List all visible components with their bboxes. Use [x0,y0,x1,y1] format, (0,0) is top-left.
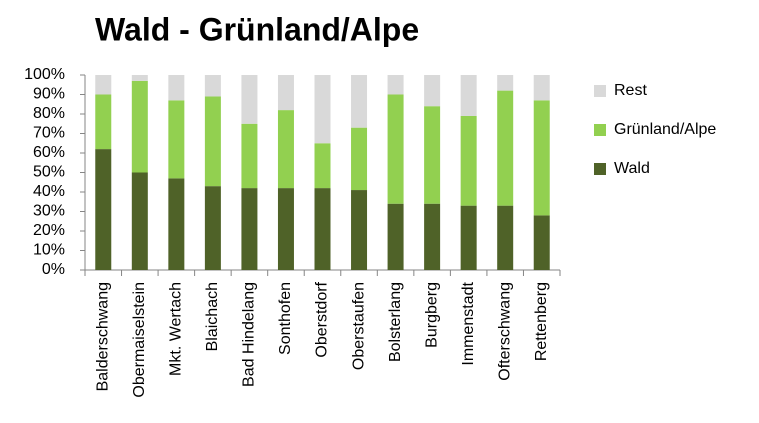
bar-segment [351,127,368,191]
chart-title: Wald - Grünland/Alpe [95,11,419,47]
y-tick-label: 30% [33,203,65,220]
bar-segment [204,186,221,270]
x-tick-label: Bolsterlang [387,282,404,362]
bar-segment [95,75,112,95]
bar-segment [241,188,258,270]
bar-segment [387,203,404,270]
y-tick-label: 80% [33,105,65,122]
y-tick-label: 90% [33,86,65,103]
bar-segment [277,110,294,189]
x-tick-label: Oberstdorf [314,281,331,357]
bar-segment [95,94,112,150]
bar-segment [533,100,550,216]
bar-segment [497,90,514,206]
bar-segment [95,149,112,270]
bar-segment [424,203,441,270]
bar-segment [204,75,221,97]
x-tick-label: Ofterschwang [496,282,513,381]
bar-segment [497,75,514,91]
legend-label: Grünland/Alpe [614,121,716,138]
x-tick-label: Rettenberg [533,282,550,361]
bar-segment [241,123,258,189]
x-tick-label: Oberstaufen [350,282,367,370]
bar-segment [168,75,185,101]
legend-swatch [594,124,606,136]
bar-segment [131,80,148,173]
legend-label: Rest [614,82,647,99]
x-tick-label: Obermaiselstein [131,282,148,398]
legend-swatch [594,163,606,175]
bar-segment [168,178,185,270]
bar-segment [168,100,185,179]
bar-segment [131,172,148,270]
bar-segment [387,75,404,95]
y-tick-label: 100% [24,66,65,83]
y-tick-label: 60% [33,144,65,161]
legend-swatch [594,85,606,97]
bar-segment [460,115,477,206]
bar-segment [351,190,368,270]
x-tick-label: Bad Hindelang [241,282,258,387]
bar-segment [277,75,294,111]
x-tick-label: Balderschwang [94,282,111,391]
x-tick-label: Sonthofen [277,282,294,355]
bar-segment [351,75,368,128]
y-tick-label: 0% [42,261,65,278]
bar-segment [277,188,294,270]
x-tick-label: Immenstadt [460,281,477,365]
bar-segment [314,143,331,189]
bar-segment [460,205,477,270]
bar-segment [424,75,441,107]
bar-segment [497,205,514,270]
x-tick-label: Mkt. Wertach [168,282,185,376]
bar-segment [533,215,550,270]
bar-segment [424,106,441,204]
bar-segment [314,75,331,144]
bar-segment [387,94,404,204]
bar-segment [314,188,331,270]
y-tick-label: 70% [33,125,65,142]
y-tick-label: 10% [33,242,65,259]
y-tick-label: 40% [33,183,65,200]
bar-segment [533,75,550,101]
x-tick-label: Burgberg [423,282,440,348]
bar-segment [204,96,221,187]
y-tick-label: 20% [33,222,65,239]
bar-segment [460,75,477,116]
bar-segment [241,75,258,124]
legend-label: Wald [614,160,650,177]
bar-segment [131,75,148,81]
y-tick-label: 50% [33,164,65,181]
x-tick-label: Blaichach [204,282,221,351]
